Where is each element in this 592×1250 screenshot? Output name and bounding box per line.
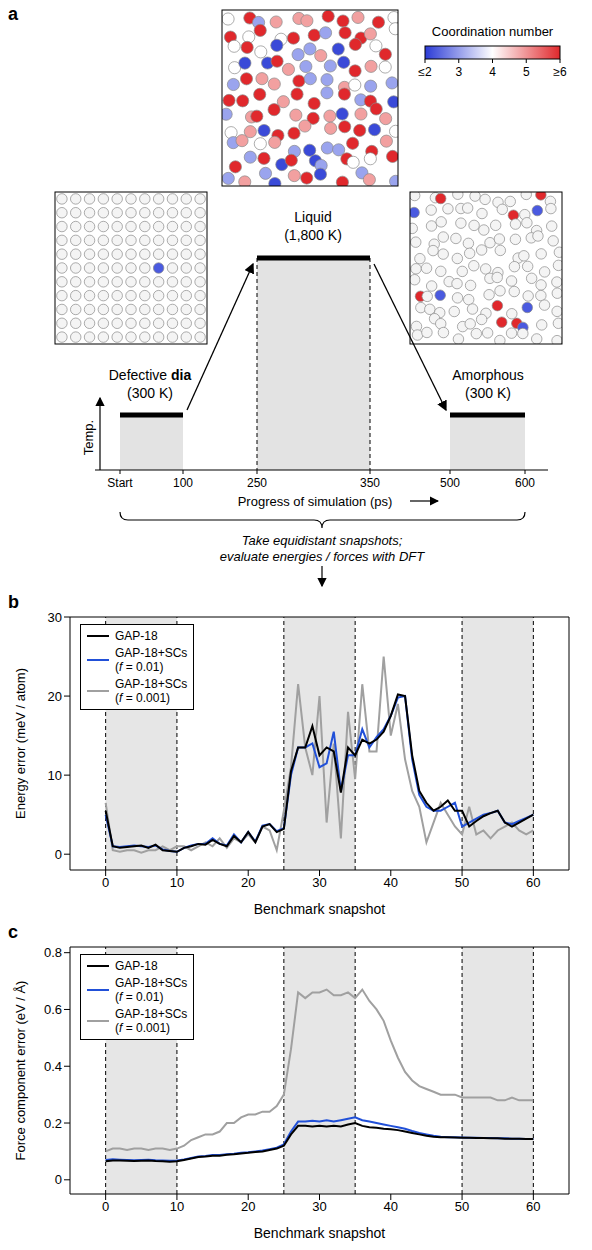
- svg-text:≤2: ≤2: [418, 65, 432, 79]
- html-text:GAP-18+SCs: GAP-18+SCs: [115, 677, 188, 691]
- svg-text:3: 3: [455, 65, 462, 79]
- svg-text:5: 5: [523, 65, 530, 79]
- svg-text:40: 40: [384, 1199, 398, 1214]
- svg-text:20: 20: [48, 689, 62, 704]
- svg-text:500: 500: [440, 476, 460, 490]
- svg-text:30: 30: [312, 1199, 326, 1214]
- html-text:(f = 0.01): (f = 0.01): [115, 990, 164, 1004]
- svg-text:20: 20: [241, 875, 255, 890]
- html-text:(f = 0.01): (f = 0.01): [115, 660, 164, 674]
- svg-text:0: 0: [102, 875, 109, 890]
- svg-text:0.2: 0.2: [44, 1116, 62, 1131]
- svg-text:(300 K): (300 K): [465, 385, 511, 401]
- svg-text:Benchmark snapshot: Benchmark snapshot: [254, 1225, 386, 1241]
- svg-text:10: 10: [170, 875, 184, 890]
- html-text:(f = 0.001): (f = 0.001): [115, 691, 170, 705]
- html-text:GAP-18+SCs: GAP-18+SCs: [115, 976, 188, 990]
- svg-text:Force component error (eV / Å): Force component error (eV / Å): [13, 981, 28, 1161]
- svg-text:250: 250: [247, 476, 267, 490]
- svg-text:Energy error (meV / atom): Energy error (meV / atom): [13, 668, 28, 819]
- html-text:c: c: [8, 922, 18, 942]
- svg-text:Amorphous: Amorphous: [452, 367, 524, 383]
- svg-text:40: 40: [384, 875, 398, 890]
- svg-text:30: 30: [312, 875, 326, 890]
- svg-text:10: 10: [48, 768, 62, 783]
- html-text:GAP-18: GAP-18: [115, 959, 158, 973]
- svg-text:evaluate energies / forces wit: evaluate energies / forces with DFT: [220, 549, 426, 564]
- svg-text:0.8: 0.8: [44, 945, 62, 960]
- svg-text:Progress of simulation (ps): Progress of simulation (ps): [238, 494, 393, 509]
- svg-text:0.6: 0.6: [44, 1002, 62, 1017]
- svg-text:Temp.: Temp.: [81, 420, 96, 455]
- html-text:b: b: [8, 592, 19, 612]
- svg-text:60: 60: [526, 875, 540, 890]
- html-text:GAP-18: GAP-18: [115, 629, 158, 643]
- svg-text:20: 20: [241, 1199, 255, 1214]
- svg-text:50: 50: [455, 875, 469, 890]
- svg-text:60: 60: [526, 1199, 540, 1214]
- svg-text:0.4: 0.4: [44, 1059, 62, 1074]
- svg-text:Coordination number: Coordination number: [432, 24, 554, 39]
- svg-text:0: 0: [55, 1172, 62, 1187]
- svg-text:Defective dia: Defective dia: [109, 367, 192, 383]
- svg-text:Take equidistant snapshots;: Take equidistant snapshots;: [242, 533, 403, 548]
- svg-text:30: 30: [48, 610, 62, 625]
- svg-text:0: 0: [102, 1199, 109, 1214]
- svg-text:Liquid: Liquid: [294, 209, 331, 225]
- svg-text:Start: Start: [107, 476, 133, 490]
- html-text:(f = 0.001): (f = 0.001): [115, 1021, 170, 1035]
- svg-text:100: 100: [173, 476, 193, 490]
- svg-text:≥6: ≥6: [553, 65, 567, 79]
- svg-text:Benchmark snapshot: Benchmark snapshot: [254, 901, 386, 917]
- svg-text:350: 350: [360, 476, 380, 490]
- svg-text:(300 K): (300 K): [127, 385, 173, 401]
- svg-text:600: 600: [515, 476, 535, 490]
- svg-text:10: 10: [170, 1199, 184, 1214]
- svg-text:0: 0: [55, 847, 62, 862]
- html-text:GAP-18+SCs: GAP-18+SCs: [115, 1007, 188, 1021]
- svg-text:4: 4: [489, 65, 496, 79]
- svg-text:50: 50: [455, 1199, 469, 1214]
- html-text:GAP-18+SCs: GAP-18+SCs: [115, 646, 188, 660]
- svg-text:(1,800 K): (1,800 K): [284, 227, 342, 243]
- svg-text:a: a: [8, 4, 19, 24]
